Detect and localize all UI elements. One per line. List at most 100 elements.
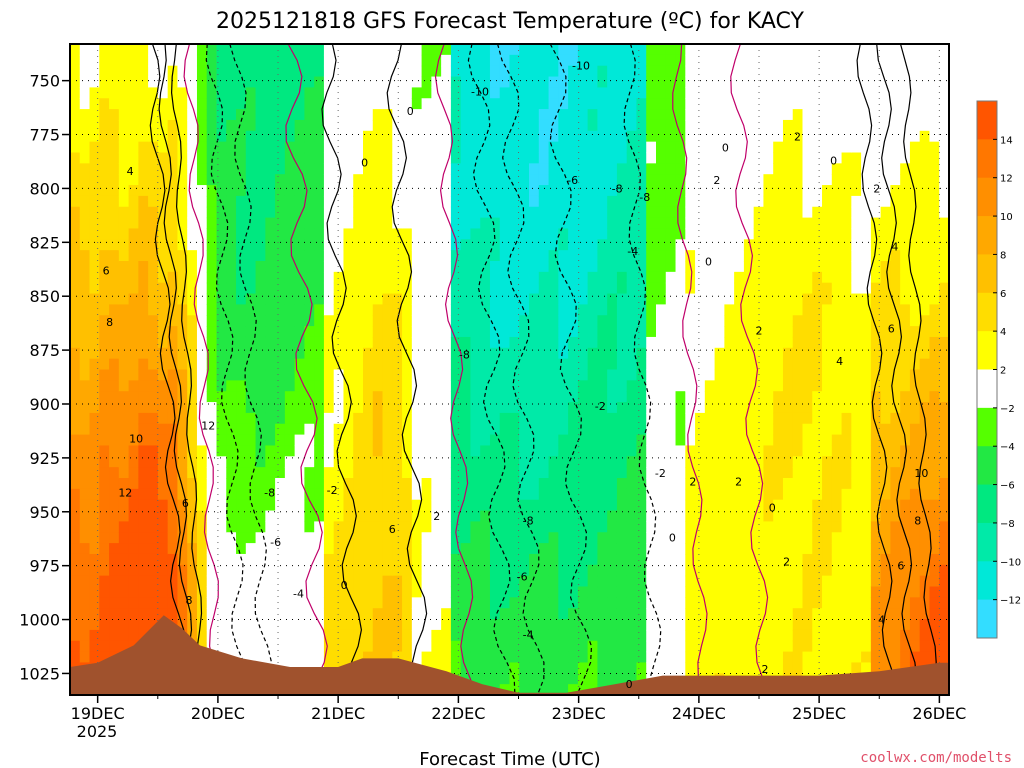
field-cell	[284, 532, 296, 544]
field-cell	[597, 662, 608, 674]
field-cell	[597, 293, 608, 305]
field-cell	[538, 315, 550, 327]
field-cell	[499, 586, 511, 598]
field-cell	[460, 423, 472, 436]
field-cell	[538, 152, 550, 164]
field-cell	[812, 87, 823, 99]
field-cell	[89, 250, 100, 262]
field-cell	[870, 597, 882, 609]
field-cell	[245, 564, 257, 577]
field-cell	[558, 564, 569, 577]
field-cell	[187, 445, 198, 457]
field-cell	[314, 380, 325, 392]
field-cell	[685, 456, 696, 468]
field-cell	[724, 662, 735, 674]
field-cell	[529, 141, 540, 154]
field-cell	[548, 608, 559, 620]
field-cell	[870, 185, 882, 197]
field-cell	[548, 250, 559, 262]
field-cell	[646, 119, 657, 132]
field-cell	[353, 347, 364, 360]
field-cell	[294, 98, 305, 110]
field-cell	[323, 564, 335, 577]
field-cell	[743, 488, 755, 501]
field-cell	[548, 402, 559, 414]
field-cell	[431, 261, 442, 273]
field-cell	[392, 402, 403, 414]
field-cell	[548, 54, 559, 67]
field-cell	[851, 369, 862, 381]
field-cell	[275, 358, 286, 371]
field-cell	[157, 347, 169, 360]
field-cell	[157, 543, 169, 555]
field-cell	[753, 412, 765, 425]
field-cell	[460, 141, 472, 154]
field-cell	[743, 44, 755, 56]
field-cell	[704, 608, 716, 620]
field-cell	[568, 684, 579, 695]
field-cell	[167, 564, 179, 577]
field-cell	[568, 553, 579, 566]
field-cell	[177, 44, 188, 56]
field-cell	[665, 510, 677, 522]
field-cell	[275, 336, 286, 349]
field-cell	[734, 467, 745, 479]
field-cell	[431, 174, 442, 186]
field-cell	[587, 119, 598, 132]
field-cell	[802, 608, 813, 620]
field-cell	[704, 185, 716, 197]
field-cell	[519, 575, 530, 588]
field-cell	[802, 499, 813, 512]
field-cell	[812, 195, 823, 208]
field-cell	[538, 380, 550, 392]
field-cell	[148, 228, 159, 240]
field-cell	[294, 206, 305, 219]
field-cell	[538, 629, 550, 642]
field-cell	[255, 478, 266, 490]
field-cell	[773, 65, 784, 78]
field-cell	[597, 76, 608, 88]
field-cell	[314, 434, 325, 447]
field-cell	[294, 499, 305, 512]
field-cell	[187, 65, 198, 78]
field-cell	[763, 358, 774, 371]
field-cell	[812, 347, 823, 360]
field-cell	[275, 261, 286, 273]
field-cell	[499, 673, 511, 685]
field-cell	[831, 119, 843, 132]
field-cell	[685, 163, 696, 175]
field-cell	[206, 293, 218, 305]
field-cell	[411, 651, 423, 664]
field-cell	[206, 597, 218, 609]
field-cell	[665, 195, 677, 208]
field-cell	[587, 608, 598, 620]
field-cell	[519, 54, 530, 67]
field-cell	[568, 76, 579, 88]
field-cell	[343, 185, 354, 197]
field-cell	[782, 564, 794, 577]
field-cell	[323, 358, 335, 371]
field-cell	[314, 239, 325, 251]
field-cell	[450, 629, 462, 642]
field-cell	[245, 467, 257, 479]
field-cell	[196, 130, 208, 143]
field-cell	[831, 282, 843, 295]
field-cell	[743, 141, 755, 154]
field-cell	[460, 54, 472, 67]
field-cell	[411, 456, 423, 468]
field-cell	[499, 65, 511, 78]
field-cell	[499, 445, 511, 457]
field-cell	[402, 369, 413, 381]
field-cell	[577, 141, 589, 154]
field-cell	[861, 65, 872, 78]
field-cell	[157, 315, 169, 327]
field-cell	[109, 597, 120, 609]
field-cell	[363, 271, 374, 284]
field-cell	[607, 510, 618, 522]
field-cell	[695, 336, 706, 349]
field-cell	[411, 564, 423, 577]
field-cell	[616, 608, 628, 620]
field-cell	[792, 141, 804, 154]
field-cell	[499, 304, 511, 316]
field-cell	[284, 586, 296, 598]
